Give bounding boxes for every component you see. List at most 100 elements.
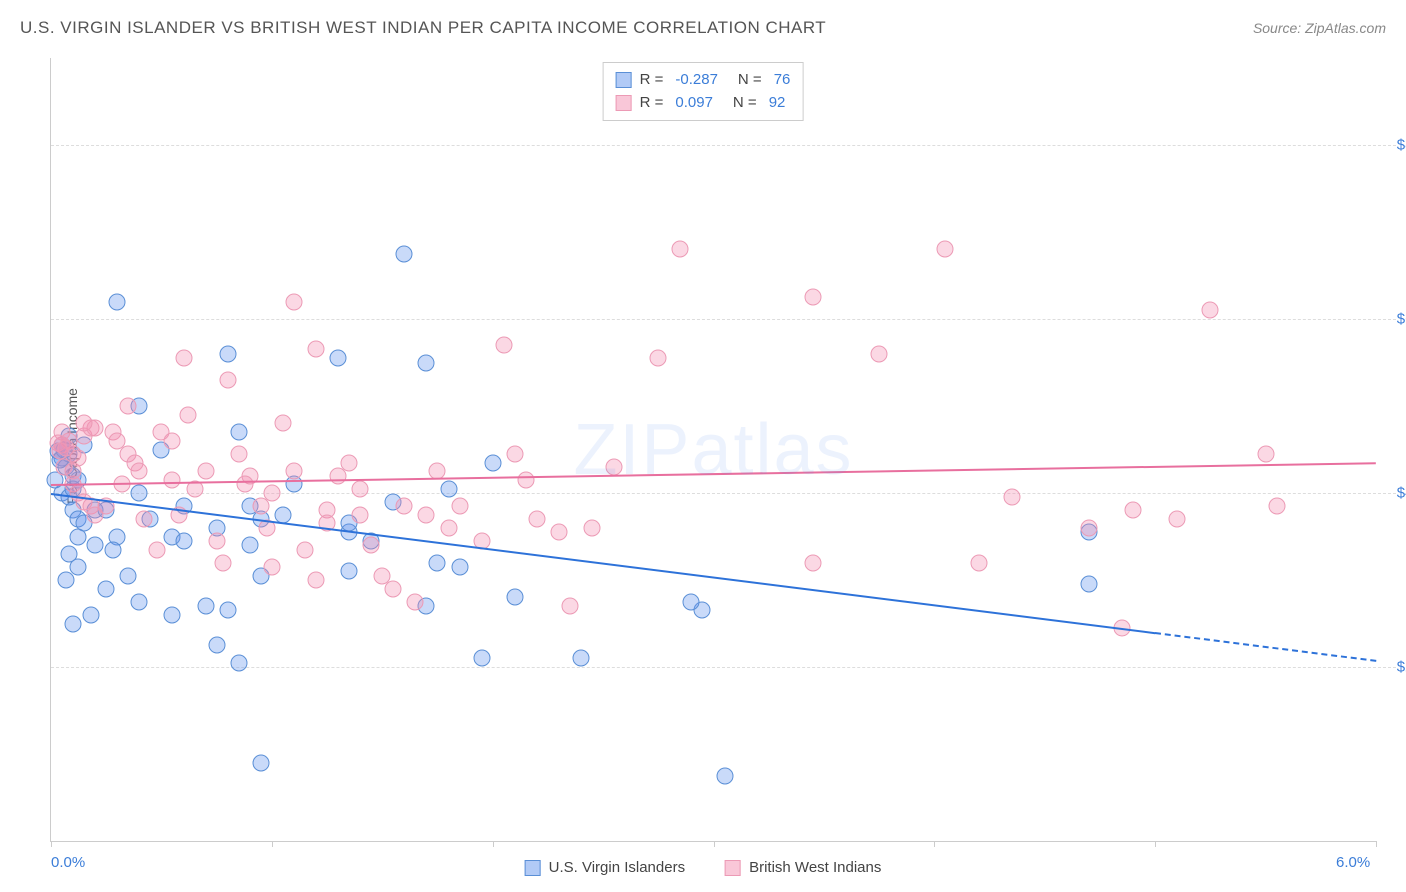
data-point <box>208 637 225 654</box>
data-point <box>69 528 86 545</box>
data-point <box>215 554 232 571</box>
data-point <box>1202 302 1219 319</box>
data-point <box>584 519 601 536</box>
data-point <box>120 398 137 415</box>
data-point <box>296 541 313 558</box>
data-point <box>131 593 148 610</box>
data-point <box>418 506 435 523</box>
swatch-pink-icon <box>616 95 632 111</box>
n-label: N = <box>738 69 762 92</box>
r-label: R = <box>640 92 664 115</box>
data-point <box>219 602 236 619</box>
regression-line <box>1155 632 1376 662</box>
data-point <box>330 350 347 367</box>
data-point <box>672 241 689 258</box>
data-point <box>1125 502 1142 519</box>
data-point <box>237 476 254 493</box>
data-point <box>396 245 413 262</box>
legend-item: U.S. Virgin Islanders <box>525 859 685 876</box>
data-point <box>285 293 302 310</box>
data-point <box>164 606 181 623</box>
data-point <box>418 354 435 371</box>
data-point <box>230 424 247 441</box>
swatch-pink-icon <box>725 860 741 876</box>
data-point <box>308 572 325 589</box>
r-value: -0.287 <box>675 69 718 92</box>
data-point <box>179 406 196 423</box>
x-tick <box>51 841 52 847</box>
data-point <box>341 454 358 471</box>
data-point <box>506 589 523 606</box>
data-point <box>274 415 291 432</box>
x-tick-label: 0.0% <box>51 854 85 871</box>
data-point <box>937 241 954 258</box>
data-point <box>230 654 247 671</box>
data-point <box>252 754 269 771</box>
data-point <box>451 558 468 575</box>
data-point <box>804 289 821 306</box>
data-point <box>230 445 247 462</box>
data-point <box>804 554 821 571</box>
data-point <box>650 350 667 367</box>
data-point <box>1080 519 1097 536</box>
data-point <box>352 506 369 523</box>
gridline <box>51 493 1396 494</box>
data-point <box>341 563 358 580</box>
data-point <box>308 341 325 358</box>
data-point <box>407 593 424 610</box>
y-tick-label: $20,000 <box>1397 659 1406 676</box>
data-point <box>528 511 545 528</box>
data-point <box>131 485 148 502</box>
watermark-text: ZIPatlas <box>573 409 853 491</box>
data-point <box>263 485 280 502</box>
data-point <box>440 480 457 497</box>
data-point <box>98 580 115 597</box>
data-point <box>1268 498 1285 515</box>
source-label: Source: ZipAtlas.com <box>1253 20 1386 36</box>
data-point <box>429 554 446 571</box>
data-point <box>352 480 369 497</box>
data-point <box>285 463 302 480</box>
y-tick-label: $40,000 <box>1397 485 1406 502</box>
data-point <box>120 567 137 584</box>
n-label: N = <box>733 92 757 115</box>
legend-label: U.S. Virgin Islanders <box>549 859 685 876</box>
correlation-legend: R = -0.287 N = 76 R = 0.097 N = 92 <box>603 62 804 121</box>
data-point <box>208 532 225 549</box>
data-point <box>197 598 214 615</box>
data-point <box>506 445 523 462</box>
data-point <box>1257 445 1274 462</box>
swatch-blue-icon <box>616 72 632 88</box>
data-point <box>495 337 512 354</box>
data-point <box>65 615 82 632</box>
x-tick <box>1376 841 1377 847</box>
data-point <box>135 511 152 528</box>
gridline <box>51 145 1396 146</box>
data-point <box>484 454 501 471</box>
y-tick-label: $80,000 <box>1397 137 1406 154</box>
data-point <box>164 432 181 449</box>
data-point <box>175 532 192 549</box>
data-point <box>1169 511 1186 528</box>
data-point <box>517 471 534 488</box>
legend-row: R = -0.287 N = 76 <box>616 69 791 92</box>
data-point <box>363 537 380 554</box>
y-tick-label: $60,000 <box>1397 311 1406 328</box>
legend-row: R = 0.097 N = 92 <box>616 92 791 115</box>
x-tick <box>272 841 273 847</box>
x-tick <box>1155 841 1156 847</box>
data-point <box>131 463 148 480</box>
data-point <box>241 537 258 554</box>
x-tick <box>934 841 935 847</box>
data-point <box>104 541 121 558</box>
data-point <box>1080 576 1097 593</box>
data-point <box>606 458 623 475</box>
data-point <box>396 498 413 515</box>
swatch-blue-icon <box>525 860 541 876</box>
data-point <box>82 606 99 623</box>
data-point <box>219 345 236 362</box>
data-point <box>58 572 75 589</box>
gridline <box>51 319 1396 320</box>
data-point <box>970 554 987 571</box>
data-point <box>109 293 126 310</box>
